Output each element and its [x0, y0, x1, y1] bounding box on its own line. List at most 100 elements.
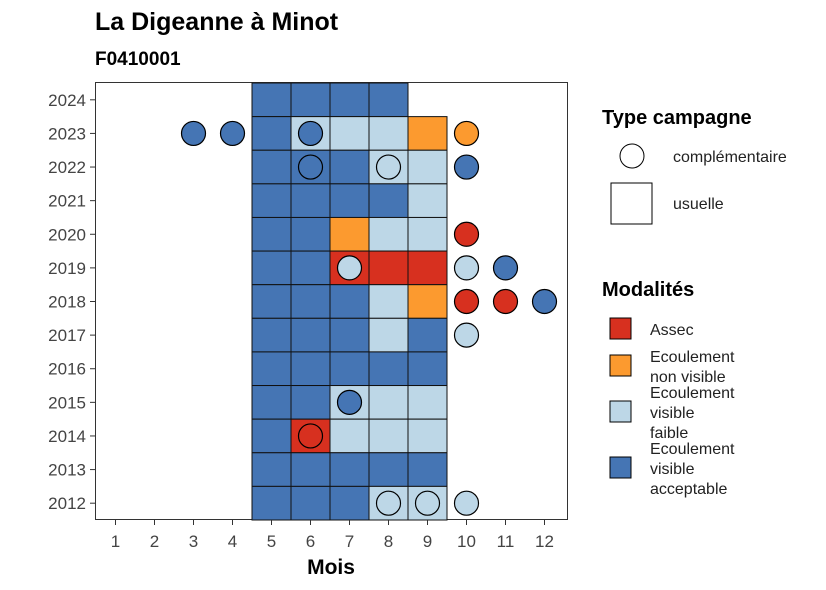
tile-2015-5: [251, 385, 292, 420]
point-2019-7: [336, 255, 363, 281]
y-tick-label: 2022: [48, 158, 86, 177]
tile-2019-5: [251, 250, 292, 286]
x-tick-label: 2: [150, 532, 159, 551]
point-2022-10: [453, 154, 480, 180]
tile-2014-9: [407, 418, 448, 454]
y-tick-label: 2024: [48, 91, 86, 110]
tile-2014-8: [368, 418, 409, 454]
tile-2014-5: [251, 418, 292, 454]
legend-square-symbol: [610, 182, 653, 225]
point-2012-8: [375, 490, 402, 516]
x-tick-label: 5: [267, 532, 276, 551]
y-tick-label: 2012: [48, 494, 86, 513]
y-tick-label: 2015: [48, 393, 86, 412]
tile-2024-5: [251, 82, 292, 118]
legend-key-ecoulement_visible_faible: [609, 400, 632, 423]
x-tick-label: 9: [423, 532, 432, 551]
y-axis: 2012 2013 2014 2015 2016 2017 2018 2019 2020 2021…: [48, 91, 95, 513]
tile-2021-9: [407, 183, 448, 218]
tile-2022-9: [407, 149, 448, 185]
tile-2015-9: [407, 385, 448, 420]
legend-label-ecoulement_visible_faible: Ecoulement: [650, 385, 735, 402]
tile-2023-7: [329, 116, 370, 151]
tile-2018-7: [329, 284, 370, 319]
tile-2017-8: [368, 317, 409, 353]
point-2012-9: [414, 490, 441, 516]
tile-2018-5: [251, 284, 292, 319]
x-axis-title: Mois: [307, 556, 355, 579]
y-tick-label: 2021: [48, 192, 86, 211]
point-2019-10: [453, 255, 480, 281]
tile-2024-8: [368, 82, 409, 118]
point-2018-11: [492, 288, 519, 315]
tile-2016-5: [251, 351, 292, 387]
tile-2023-5: [251, 116, 292, 151]
tile-2013-9: [407, 452, 448, 487]
legend-campaign-label-complementaire: complémentaire: [673, 149, 787, 166]
point-2018-12: [531, 288, 558, 315]
legend-label-ecoulement_visible_acceptable: visible: [650, 461, 695, 478]
tile-2023-9: [407, 116, 448, 151]
y-tick-label: 2014: [48, 427, 86, 446]
y-tick-label: 2019: [48, 259, 86, 278]
tile-2012-6: [290, 485, 331, 521]
tile-2023-8: [368, 116, 409, 151]
tile-2021-7: [329, 183, 370, 218]
point-2019-11: [492, 255, 519, 281]
tile-2020-7: [329, 216, 370, 252]
x-tick-label: 3: [189, 532, 198, 551]
tile-2016-7: [329, 351, 370, 387]
tile-2020-6: [290, 216, 331, 252]
tile-2018-6: [290, 284, 331, 319]
x-tick-label: 8: [384, 532, 393, 551]
legend-label-assec: Assec: [650, 322, 694, 339]
tile-2017-7: [329, 317, 370, 353]
point-2022-6: [297, 154, 324, 180]
legend-label-ecoulement_visible_faible: visible: [650, 405, 695, 422]
point-2012-10: [453, 490, 480, 516]
legend-campaign: Type campagne complémentaire usuelle: [602, 107, 787, 225]
usuelle-tiles: [251, 82, 448, 521]
legend-key-ecoulement_non_visible: [609, 354, 632, 377]
tile-2014-7: [329, 418, 370, 454]
tile-2016-8: [368, 351, 409, 387]
x-tick-label: 1: [111, 532, 120, 551]
x-tick-label: 10: [457, 532, 476, 551]
tile-2020-8: [368, 216, 409, 252]
tile-2021-8: [368, 183, 409, 218]
x-axis: 1 2 3 4 5 6 7 8 9 10 11 12: [111, 520, 554, 551]
point-2018-10: [453, 288, 480, 315]
legend-label-ecoulement_non_visible: non visible: [650, 369, 726, 386]
tile-2019-8: [368, 250, 409, 286]
tile-2024-6: [290, 82, 331, 118]
tile-2016-9: [407, 351, 448, 387]
legend-circle-symbol: [619, 143, 645, 169]
tile-2015-6: [290, 385, 331, 420]
tile-2021-6: [290, 183, 331, 218]
tile-2013-5: [251, 452, 292, 487]
legend-label-ecoulement_visible_faible: faible: [650, 425, 688, 442]
tile-2018-8: [368, 284, 409, 319]
legend-campaign-label-usuelle: usuelle: [673, 196, 724, 213]
tile-2013-6: [290, 452, 331, 487]
y-tick-label: 2018: [48, 293, 86, 312]
legend-modalites-title: Modalités: [602, 279, 694, 301]
y-tick-label: 2017: [48, 326, 86, 345]
y-tick-label: 2023: [48, 124, 86, 143]
legend-label-ecoulement_non_visible: Ecoulement: [650, 349, 735, 366]
x-tick-label: 12: [535, 532, 554, 551]
tile-2017-5: [251, 317, 292, 353]
tile-2019-6: [290, 250, 331, 286]
y-tick-label: 2016: [48, 360, 86, 379]
point-2015-7: [336, 389, 363, 415]
point-2022-8: [375, 154, 402, 180]
tile-2012-7: [329, 485, 370, 521]
point-2023-3: [180, 120, 207, 147]
point-2020-10: [453, 221, 480, 247]
tile-2022-5: [251, 149, 292, 185]
complementaire-points: [180, 120, 558, 516]
legend-label-ecoulement_visible_acceptable: Ecoulement: [650, 441, 735, 458]
point-2014-6: [297, 423, 324, 449]
tile-2019-9: [407, 250, 448, 286]
